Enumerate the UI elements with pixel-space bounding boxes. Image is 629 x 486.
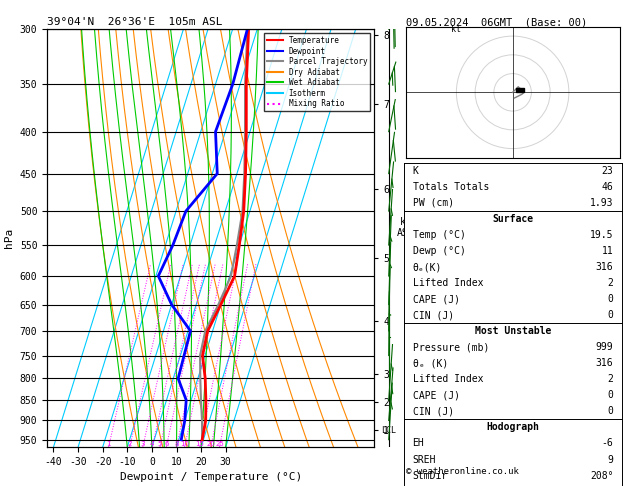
Text: 11: 11: [601, 246, 613, 256]
Text: 15: 15: [195, 441, 204, 447]
Text: 5: 5: [158, 441, 162, 447]
Text: θₑ (K): θₑ (K): [413, 358, 448, 368]
Text: 25: 25: [215, 441, 224, 447]
Text: 0: 0: [608, 310, 613, 320]
Text: 1.93: 1.93: [590, 198, 613, 208]
Text: EH: EH: [413, 438, 425, 449]
Text: θₑ(K): θₑ(K): [413, 262, 442, 272]
Legend: Temperature, Dewpoint, Parcel Trajectory, Dry Adiabat, Wet Adiabat, Isotherm, Mi: Temperature, Dewpoint, Parcel Trajectory…: [264, 33, 370, 111]
Text: 208°: 208°: [590, 470, 613, 481]
Text: Lifted Index: Lifted Index: [413, 374, 483, 384]
Text: © weatheronline.co.uk: © weatheronline.co.uk: [406, 467, 518, 476]
Text: 10: 10: [180, 441, 189, 447]
Text: Temp (°C): Temp (°C): [413, 230, 465, 240]
Text: 999: 999: [596, 342, 613, 352]
Text: 1: 1: [106, 441, 111, 447]
Text: 46: 46: [601, 182, 613, 192]
Text: 09.05.2024  06GMT  (Base: 00): 09.05.2024 06GMT (Base: 00): [406, 17, 587, 27]
Text: 2: 2: [128, 441, 132, 447]
X-axis label: Dewpoint / Temperature (°C): Dewpoint / Temperature (°C): [120, 472, 302, 483]
Text: LCL: LCL: [381, 426, 396, 434]
Text: 3: 3: [140, 441, 145, 447]
Text: kt: kt: [451, 25, 461, 35]
Text: StmDir: StmDir: [413, 470, 448, 481]
Text: SREH: SREH: [413, 454, 436, 465]
Text: 0: 0: [608, 390, 613, 400]
Y-axis label: hPa: hPa: [4, 228, 14, 248]
Y-axis label: km
ASL: km ASL: [397, 217, 415, 238]
Text: 6: 6: [164, 441, 169, 447]
Text: 19.5: 19.5: [590, 230, 613, 240]
Text: 9: 9: [608, 454, 613, 465]
Text: CIN (J): CIN (J): [413, 310, 454, 320]
Text: 316: 316: [596, 262, 613, 272]
Text: Most Unstable: Most Unstable: [475, 326, 551, 336]
Text: 2: 2: [608, 278, 613, 288]
Text: 2: 2: [608, 374, 613, 384]
Text: Pressure (mb): Pressure (mb): [413, 342, 489, 352]
Text: K: K: [413, 166, 418, 176]
Text: Lifted Index: Lifted Index: [413, 278, 483, 288]
Text: Totals Totals: Totals Totals: [413, 182, 489, 192]
Text: CAPE (J): CAPE (J): [413, 390, 460, 400]
Text: 4: 4: [150, 441, 155, 447]
Text: PW (cm): PW (cm): [413, 198, 454, 208]
Text: Dewp (°C): Dewp (°C): [413, 246, 465, 256]
Text: 23: 23: [601, 166, 613, 176]
Text: CIN (J): CIN (J): [413, 406, 454, 417]
Text: 20: 20: [206, 441, 215, 447]
Text: 39°04'N  26°36'E  105m ASL: 39°04'N 26°36'E 105m ASL: [47, 17, 223, 27]
Text: 8: 8: [174, 441, 179, 447]
Text: 0: 0: [608, 294, 613, 304]
Text: Hodograph: Hodograph: [486, 422, 540, 433]
Text: 0: 0: [608, 406, 613, 417]
Text: CAPE (J): CAPE (J): [413, 294, 460, 304]
Text: 316: 316: [596, 358, 613, 368]
Text: Surface: Surface: [493, 214, 533, 224]
Text: -6: -6: [601, 438, 613, 449]
